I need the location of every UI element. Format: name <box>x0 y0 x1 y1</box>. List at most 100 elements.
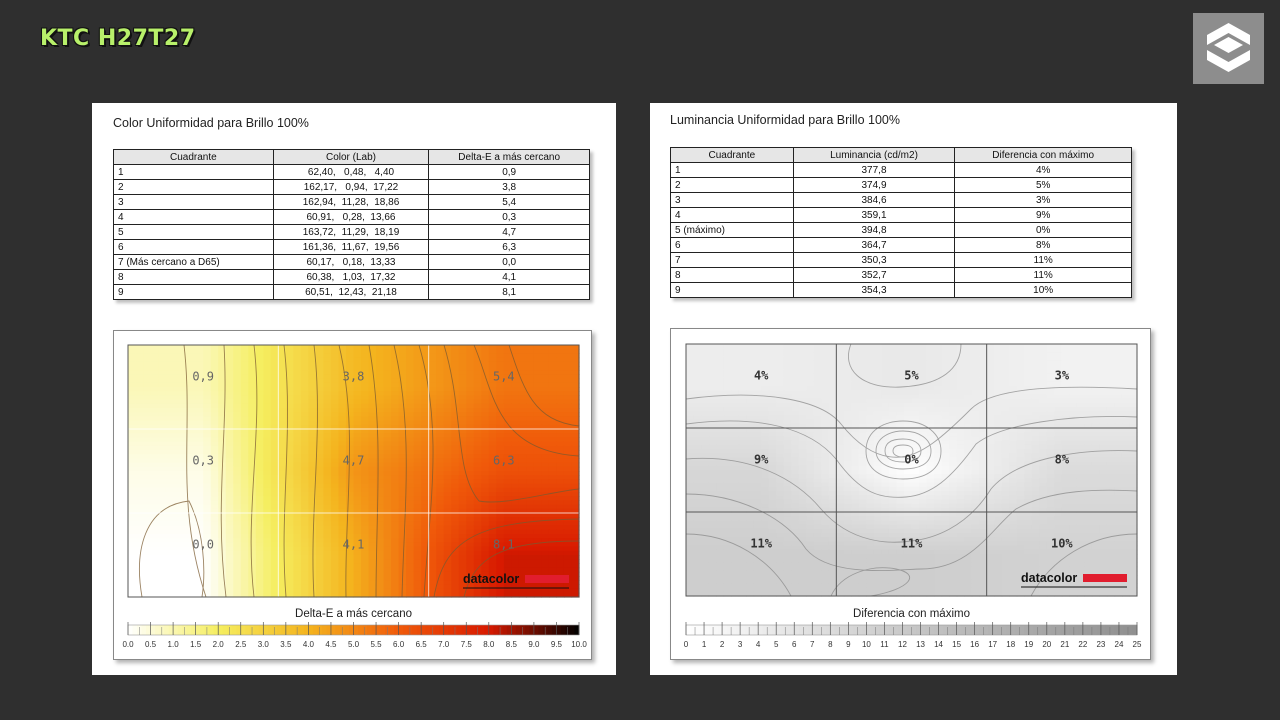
heatmap-cell <box>518 433 527 438</box>
heatmap-cell <box>338 550 347 556</box>
heatmap-cell <box>533 462 543 468</box>
heatmap-cell <box>391 458 400 464</box>
heatmap-cell <box>128 412 137 417</box>
heatmap-cell <box>210 399 219 405</box>
heatmap-cell <box>563 378 573 384</box>
heatmap-cell <box>903 352 913 358</box>
heatmap-cell <box>563 462 573 468</box>
heatmap-cell <box>701 344 710 349</box>
heatmap-cell <box>240 450 249 455</box>
heatmap-cell <box>911 377 920 383</box>
heatmap-cell <box>293 378 302 384</box>
heatmap-cell <box>323 429 332 434</box>
heatmap-cell <box>813 356 822 362</box>
heatmap-cell <box>421 345 430 350</box>
heatmap-cell <box>1016 411 1025 416</box>
heatmap-cell <box>323 357 332 363</box>
color-uniformity-table: Cuadrante Color (Lab) Delta-E a más cerc… <box>113 149 590 300</box>
heatmap-cell <box>526 353 535 359</box>
heatmap-cell <box>466 479 475 485</box>
heatmap-cell <box>1084 356 1093 362</box>
heatmap-cell <box>323 345 332 350</box>
heatmap-cell <box>934 411 943 416</box>
heatmap-cell <box>376 424 385 430</box>
table-row: 8 60,38, 1,03, 17,32 4,1 <box>113 269 590 285</box>
heatmap-cell <box>843 415 852 421</box>
heatmap-cell <box>315 441 325 447</box>
heatmap-cell <box>1046 394 1055 400</box>
heatmap-cell <box>723 390 732 395</box>
heatmap-cell <box>143 391 152 396</box>
heatmap-cell <box>421 395 430 401</box>
heatmap-cell <box>143 378 152 384</box>
heatmap-cell <box>330 391 340 396</box>
heatmap-cell <box>143 525 152 531</box>
heatmap-cell <box>858 390 867 395</box>
heatmap-cell <box>150 538 159 543</box>
heatmap-cell <box>143 500 152 506</box>
heatmap-cell <box>368 420 377 426</box>
heatmap-cell <box>210 571 219 577</box>
heatmap-cell <box>1129 344 1138 349</box>
heatmap-cell <box>353 357 362 363</box>
heatmap-cell <box>693 381 702 387</box>
heatmap-cell <box>473 382 482 388</box>
heatmap-cell <box>135 471 144 476</box>
heatmap-cell <box>986 377 995 383</box>
heatmap-cell <box>308 412 317 417</box>
heatmap-cell <box>496 542 505 548</box>
heatmap-cell <box>571 571 580 577</box>
heatmap-cell <box>330 580 340 585</box>
heatmap-cell <box>293 366 302 371</box>
heatmap-cell <box>345 466 355 472</box>
heatmap-cell <box>353 370 362 375</box>
heatmap-cell <box>436 345 445 350</box>
heatmap-cell <box>210 584 219 590</box>
heatmap-cell <box>391 487 400 493</box>
heatmap-cell <box>165 357 174 363</box>
heatmap-cell <box>708 344 717 349</box>
heatmap-cell <box>783 394 792 400</box>
heatmap-cell <box>866 356 875 362</box>
heatmap-cell <box>368 471 377 476</box>
heatmap-cell <box>285 508 294 514</box>
heatmap-cell <box>158 500 167 506</box>
heatmap-cell <box>1084 369 1093 374</box>
heatmap-cell <box>165 416 174 422</box>
heatmap-cell <box>203 353 212 359</box>
heatmap-cell <box>716 352 725 358</box>
heatmap-cell <box>458 370 467 375</box>
heatmap-cell <box>376 546 385 552</box>
heatmap-cell <box>361 576 370 581</box>
heatmap-cell <box>1084 365 1093 370</box>
heatmap-cell <box>345 349 355 354</box>
heatmap-cell <box>541 584 550 590</box>
heatmap-cell <box>293 361 302 367</box>
heatmap-cell <box>361 508 370 514</box>
heatmap-cell <box>203 496 212 501</box>
heatmap-cell <box>218 450 227 455</box>
heatmap-cell <box>128 584 137 590</box>
heatmap-cell <box>473 429 482 434</box>
heatmap-cell <box>330 500 340 506</box>
heatmap-cell <box>180 546 189 552</box>
heatmap-cell <box>300 555 309 560</box>
heatmap-cell <box>451 403 460 409</box>
heatmap-cell <box>776 356 785 362</box>
heatmap-cell <box>210 475 219 480</box>
heatmap-cell <box>406 412 415 417</box>
heatmap-cell <box>503 534 512 539</box>
contour-line <box>183 344 207 598</box>
heatmap-cell <box>345 496 355 501</box>
heatmap-cell <box>361 408 370 413</box>
heatmap-cell <box>481 479 490 485</box>
heatmap-cell <box>436 466 445 472</box>
heatmap-cell <box>481 437 490 443</box>
heatmap-cell <box>413 492 422 497</box>
heatmap-cell <box>926 365 935 370</box>
heatmap-cell <box>466 592 475 598</box>
heatmap-cell <box>503 424 512 430</box>
heatmap-cell <box>806 402 815 408</box>
heatmap-cell <box>255 366 264 371</box>
heatmap-cell <box>466 370 475 375</box>
